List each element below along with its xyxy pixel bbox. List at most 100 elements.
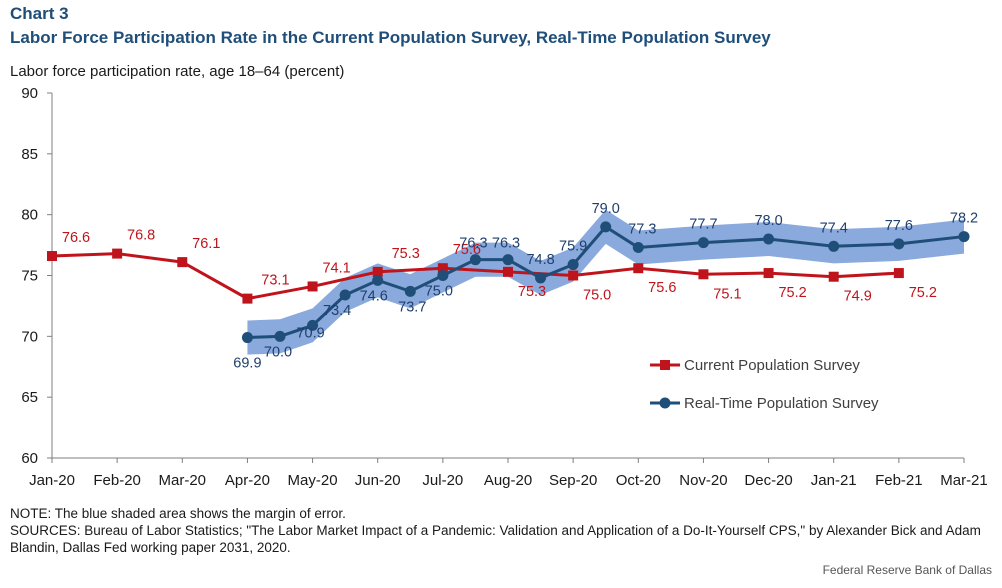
cps-point (47, 251, 57, 262)
rps-data-label: 79.0 (592, 201, 620, 217)
axes-layer: 60 65 70 75 80 85 90 Jan-20 Feb-20 Mar-20 Apr-20 Ma… (21, 85, 987, 489)
cps-data-label: 75.3 (518, 284, 546, 300)
y-tick-label: 75 (21, 268, 38, 285)
x-tick-label: Jun-20 (355, 472, 401, 489)
rps-data-label: 77.7 (689, 217, 717, 233)
rps-point (307, 319, 319, 331)
legend-cps-swatch-marker (660, 360, 670, 370)
cps-data-label: 76.6 (62, 230, 90, 246)
rps-point (469, 254, 481, 266)
x-tick-label: Jan-21 (811, 472, 857, 489)
x-tick-label: Aug-20 (484, 472, 532, 489)
note-text: NOTE: The blue shaded area shows the mar… (10, 506, 346, 521)
cps-data-label: 75.2 (909, 285, 937, 301)
credit-text: Federal Reserve Bank of Dallas (822, 563, 992, 577)
x-tick-label: Mar-21 (940, 472, 988, 489)
cps-data-label: 76.1 (192, 236, 220, 252)
y-tick-label: 70 (21, 328, 38, 345)
cps-point (698, 269, 709, 280)
cps-point (372, 266, 383, 277)
rps-data-label: 77.3 (628, 222, 656, 238)
x-tick-label: Oct-20 (616, 472, 661, 489)
rps-point (404, 285, 416, 297)
rps-point (502, 254, 514, 266)
sources-text: SOURCES: Bureau of Labor Statistics; "Th… (10, 523, 981, 555)
rps-point (567, 259, 579, 271)
line-chart: 60 65 70 75 80 85 90 Jan-20 Feb-20 Mar-20 Apr-20 Ma… (21, 85, 987, 489)
cps-data-label: 75.6 (648, 280, 676, 296)
cps-series-line (51, 252, 899, 301)
data-labels-layer: 76.6 76.8 76.1 73.1 74.1 75.3 75.6 75.3 75.0 75.6… (62, 201, 978, 372)
cps-point (568, 270, 579, 281)
rps-point (535, 272, 547, 284)
rps-point (600, 221, 612, 233)
rps-data-label: 74.8 (526, 252, 554, 268)
cps-point (177, 257, 188, 268)
rps-point (372, 274, 384, 286)
cps-data-label: 74.1 (322, 260, 350, 276)
rps-point (893, 238, 905, 250)
y-tick-label: 90 (21, 85, 38, 102)
rps-point (828, 240, 840, 252)
cps-point (763, 268, 774, 279)
rps-data-label: 73.7 (398, 299, 426, 315)
cps-data-label: 75.3 (392, 246, 420, 262)
legend-rps-swatch-marker (659, 397, 671, 409)
x-tick-label: Jul-20 (422, 472, 463, 489)
x-tick-label: Feb-20 (93, 472, 141, 489)
y-tick-label: 85 (21, 146, 38, 163)
rps-data-label: 70.0 (264, 344, 292, 360)
rps-point (958, 231, 970, 243)
x-tick-label: Nov-20 (679, 472, 727, 489)
y-axis-label: Labor force participation rate, age 18–6… (10, 63, 345, 80)
rps-data-label: 74.6 (360, 288, 388, 304)
x-tick-label: Sep-20 (549, 472, 597, 489)
cps-data-label: 73.1 (261, 273, 289, 289)
legend: Current Population Survey Real-Time Popul… (650, 357, 879, 412)
cps-data-label: 76.8 (127, 228, 155, 244)
rps-data-label: 78.2 (950, 211, 978, 227)
cps-point (307, 281, 318, 292)
x-tick-label: Feb-21 (875, 472, 923, 489)
cps-point (893, 268, 904, 279)
rps-data-label: 69.9 (233, 356, 261, 372)
chart-title: Labor Force Participation Rate in the Cu… (10, 28, 771, 47)
rps-point (697, 237, 709, 249)
chart-number: Chart 3 (10, 4, 69, 23)
rps-point (437, 270, 449, 281)
rps-data-label: 78.0 (754, 213, 782, 229)
legend-cps-label: Current Population Survey (684, 357, 860, 374)
x-tick-label: Apr-20 (225, 472, 270, 489)
y-tick-label: 80 (21, 207, 38, 224)
rps-data-label: 75.0 (425, 284, 453, 300)
rps-point (274, 330, 286, 342)
footnotes: NOTE: The blue shaded area shows the mar… (10, 505, 995, 556)
cps-data-label: 75.6 (453, 242, 481, 258)
rps-data-label: 70.9 (296, 325, 324, 341)
rps-data-label: 77.6 (885, 218, 913, 234)
cps-data-label: 75.0 (583, 288, 611, 304)
rps-point (339, 289, 351, 301)
cps-data-label: 75.1 (713, 286, 741, 302)
y-tick-label: 60 (21, 450, 38, 467)
rps-data-label: 76.3 (492, 236, 520, 252)
rps-data-label: 76.3 (459, 236, 487, 252)
margin-of-error-band (247, 209, 964, 355)
x-tick-label: May-20 (288, 472, 338, 489)
rps-point (763, 233, 775, 245)
y-tick-label: 65 (21, 389, 38, 406)
x-tick-label: Mar-20 (159, 472, 207, 489)
rps-series-line (247, 224, 965, 340)
rps-point (241, 332, 253, 344)
cps-point (242, 293, 253, 304)
cps-point (828, 271, 839, 282)
rps-data-label: 77.4 (820, 220, 848, 236)
series-layer (47, 221, 970, 344)
cps-point (633, 263, 644, 274)
x-tick-label: Jan-20 (29, 472, 75, 489)
cps-point (112, 248, 123, 259)
legend-rps-label: Real-Time Population Survey (684, 395, 879, 412)
cps-data-label: 74.9 (844, 289, 872, 305)
rps-point (632, 242, 644, 254)
cps-point (437, 263, 448, 274)
